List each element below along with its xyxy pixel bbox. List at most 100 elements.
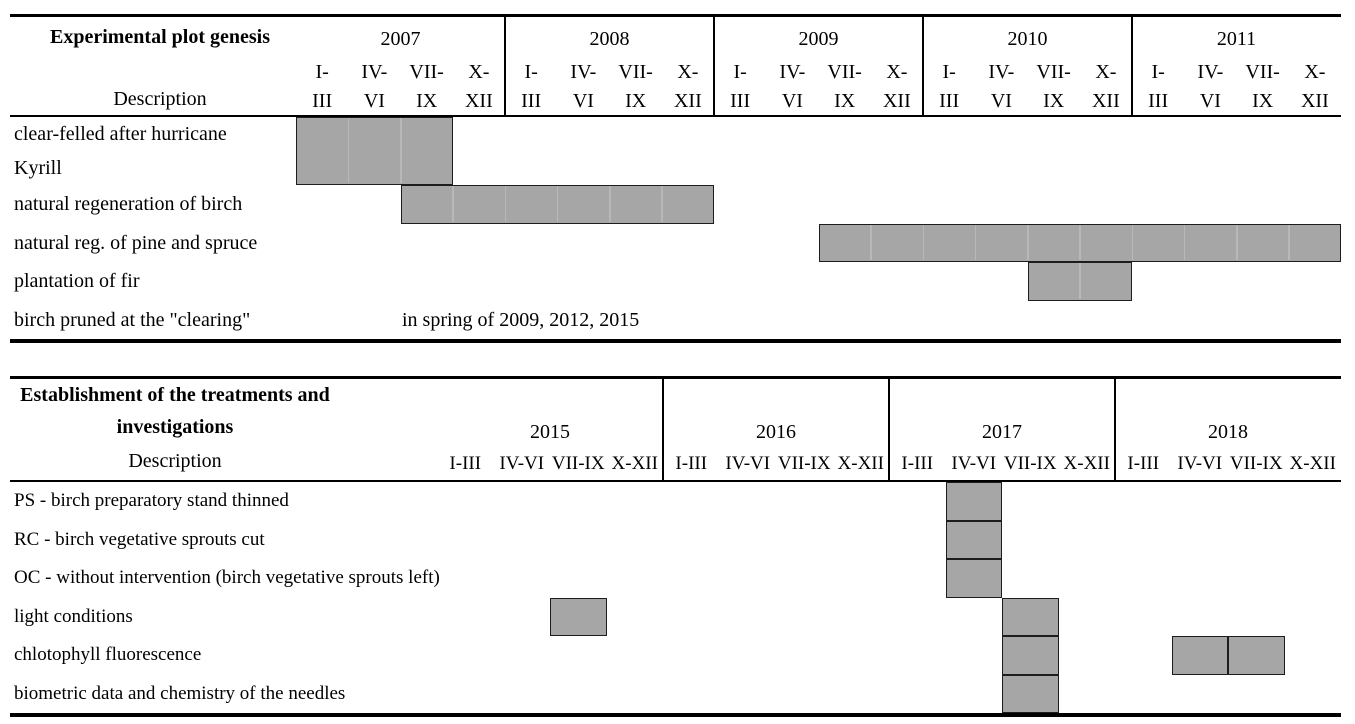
- quarter-label-top: VII-: [409, 61, 444, 83]
- quarter-label-top: X-: [886, 61, 908, 83]
- quarter-label-bottom: XII: [1091, 90, 1120, 112]
- row-label: chlotophyll fluorescence: [14, 644, 202, 665]
- header-bottom-rule: [10, 115, 1341, 117]
- gantt-bar: [945, 520, 1002, 559]
- bar-quarter-divider: [1131, 224, 1133, 260]
- gantt-bar: [945, 559, 1002, 598]
- row-note: in spring of 2009, 2012, 2015: [402, 308, 640, 331]
- year-separator-line: [922, 14, 924, 117]
- quarter-label-bottom: III: [730, 90, 751, 112]
- quarter-label-top: X-: [1304, 61, 1326, 83]
- quarter-label-top: X-: [1095, 61, 1117, 83]
- bar-quarter-divider: [661, 186, 663, 222]
- bar-quarter-divider: [1079, 224, 1081, 260]
- row-label: clear-felled after hurricane: [14, 123, 227, 145]
- gantt-bar: [1002, 674, 1059, 713]
- table-top-rule: [10, 14, 1341, 17]
- year-label: 2008: [589, 28, 630, 50]
- gantt-bar: [1228, 636, 1285, 675]
- quarter-label-top: X-: [468, 61, 490, 83]
- quarter-label-top: VII-: [827, 61, 862, 83]
- bar-quarter-divider: [400, 118, 402, 183]
- quarter-label-top: I-: [942, 61, 956, 83]
- gantt-bar: [1002, 636, 1059, 675]
- row-label: plantation of fir: [14, 270, 140, 292]
- quarter-label-bottom: IX: [834, 90, 856, 112]
- quarter-label: IV-VI: [1177, 453, 1223, 474]
- quarter-label-bottom: IX: [625, 90, 647, 112]
- quarter-label: I-III: [1127, 453, 1160, 474]
- row-label: OC - without intervention (birch vegetat…: [14, 567, 440, 588]
- quarter-label: IV-VI: [725, 453, 771, 474]
- bar-quarter-divider: [922, 224, 924, 260]
- year-label: 2007: [380, 28, 421, 50]
- gantt-bar: [1027, 262, 1132, 301]
- quarter-label: I-III: [675, 453, 708, 474]
- table2-title-line1: Establishment of the treatments and: [20, 384, 330, 406]
- table-top-rule: [10, 376, 1341, 379]
- gantt-bar: [400, 185, 714, 224]
- quarter-label-bottom: XII: [882, 90, 911, 112]
- quarter-label-bottom: VI: [572, 90, 594, 112]
- quarter-label-bottom: XII: [464, 90, 493, 112]
- row-label: birch pruned at the "clearing": [14, 308, 251, 331]
- quarter-label-bottom: III: [521, 90, 542, 112]
- quarter-label-top: VII-: [618, 61, 653, 83]
- year-label: 2017: [982, 421, 1022, 443]
- row-label: RC - birch vegetative sprouts cut: [14, 528, 265, 550]
- quarter-label: IV-VI: [499, 453, 545, 474]
- bar-quarter-divider: [556, 186, 559, 222]
- quarter-label-bottom: XII: [1300, 90, 1329, 112]
- quarter-label-bottom: VI: [990, 90, 1012, 112]
- quarter-label-top: IV-: [570, 61, 597, 83]
- quarter-label-top: I-: [315, 61, 329, 83]
- table1-description-header: Description: [113, 88, 207, 110]
- row-label: biometric data and chemistry of the need…: [14, 682, 346, 704]
- quarter-label-bottom: III: [312, 90, 333, 112]
- gantt-bar: [1002, 597, 1059, 636]
- table1-title: Experimental plot genesis: [50, 26, 270, 48]
- bar-quarter-divider: [870, 224, 872, 260]
- year-label: 2018: [1208, 421, 1248, 443]
- quarter-label-top: IV-: [988, 61, 1015, 83]
- year-separator-line: [713, 14, 715, 117]
- row-label: light conditions: [14, 605, 133, 627]
- row-label: natural regeneration of birch: [14, 193, 243, 215]
- quarter-label-bottom: XII: [673, 90, 702, 112]
- year-label: 2016: [756, 421, 796, 443]
- gantt-bar: [818, 223, 1341, 262]
- quarter-label-top: I-: [524, 61, 538, 83]
- year-separator-line: [888, 376, 890, 482]
- quarter-label: VII-IX: [1229, 453, 1283, 474]
- bar-quarter-divider: [347, 118, 350, 183]
- year-separator-line: [1114, 376, 1116, 482]
- quarter-label-top: IV-: [1197, 61, 1224, 83]
- gantt-bar: [1171, 636, 1228, 675]
- quarter-label-bottom: VI: [363, 90, 385, 112]
- year-separator-line: [1131, 14, 1133, 117]
- bar-quarter-divider: [1288, 224, 1290, 260]
- year-label: 2009: [798, 28, 839, 50]
- gantt-bar: [945, 482, 1002, 521]
- quarter-label: X-XII: [1289, 453, 1336, 474]
- table2-description-header: Description: [128, 450, 222, 472]
- quarter-label: I-III: [901, 453, 934, 474]
- quarter-label-bottom: IX: [1043, 90, 1065, 112]
- quarter-label-bottom: III: [1148, 90, 1169, 112]
- bar-quarter-divider: [1183, 224, 1186, 260]
- bar-quarter-divider: [1079, 263, 1081, 299]
- quarter-label-bottom: III: [939, 90, 960, 112]
- quarter-label: I-III: [449, 453, 482, 474]
- row-label: PS - birch preparatory stand thinned: [14, 490, 289, 511]
- year-separator-line: [662, 376, 664, 482]
- quarter-label-bottom: VI: [781, 90, 803, 112]
- quarter-label-top: VII-: [1245, 61, 1280, 83]
- quarter-label-bottom: VI: [1199, 90, 1221, 112]
- quarter-label: VII-IX: [1003, 453, 1057, 474]
- bar-quarter-divider: [609, 186, 611, 222]
- quarter-label-top: I-: [1151, 61, 1165, 83]
- quarter-label-bottom: IX: [416, 90, 438, 112]
- gantt-bar: [296, 117, 453, 185]
- bar-quarter-divider: [1236, 224, 1238, 260]
- bar-quarter-divider: [974, 224, 977, 260]
